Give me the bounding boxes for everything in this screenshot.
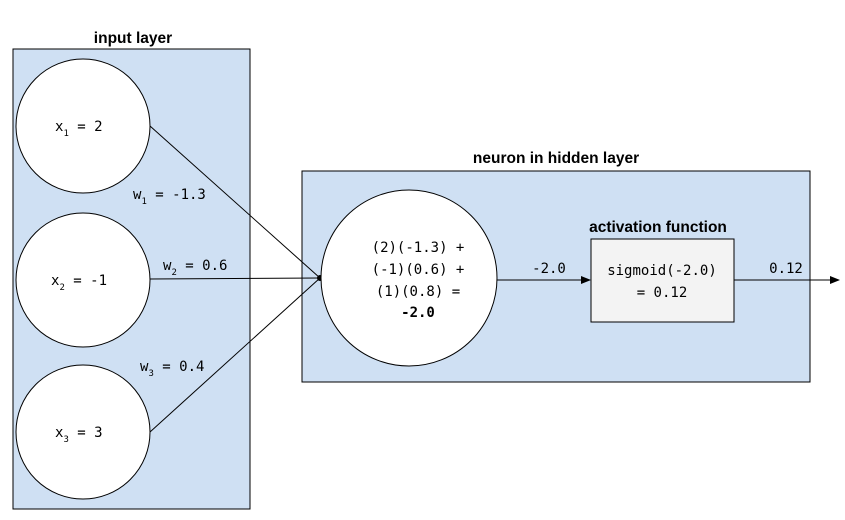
neuron-sum-line-3: (1)(0.8) = <box>376 284 460 300</box>
hidden-neuron <box>320 189 498 367</box>
weight-w2-label: w2 = 0.6 <box>163 258 227 278</box>
input-node-x1: x1 = 2 <box>15 58 151 194</box>
activation-line-2: = 0.12 <box>637 285 688 301</box>
input-node-x2: x2 = -1 <box>15 212 151 348</box>
activation-output-value: 0.12 <box>769 261 803 277</box>
input-node-x3-label: x3 = 3 <box>55 425 103 445</box>
neuron-sum-line-1: (2)(-1.3) + <box>372 240 465 256</box>
activation-box <box>590 238 735 323</box>
input-layer-title: input layer <box>94 30 172 47</box>
weight-w3-label: w3 = 0.4 <box>140 359 204 379</box>
input-node-x2-label: x2 = -1 <box>51 273 107 293</box>
neuron-sum-result: -2.0 <box>401 305 435 321</box>
connection-x2-neuron <box>149 277 321 280</box>
input-node-x1-label: x1 = 2 <box>55 119 103 139</box>
input-node-x3: x3 = 3 <box>15 364 151 500</box>
neuron-output-value: -2.0 <box>532 261 566 277</box>
hidden-layer-title: neuron in hidden layer <box>473 150 639 167</box>
weight-w1-label: w1 = -1.3 <box>133 187 206 207</box>
activation-line-1: sigmoid(-2.0) <box>607 263 717 279</box>
connection-x3-neuron <box>149 277 321 433</box>
connection-x1-neuron <box>149 125 321 279</box>
neuron-sum-line-2: (-1)(0.6) + <box>372 262 465 278</box>
activation-title: activation function <box>589 219 727 236</box>
